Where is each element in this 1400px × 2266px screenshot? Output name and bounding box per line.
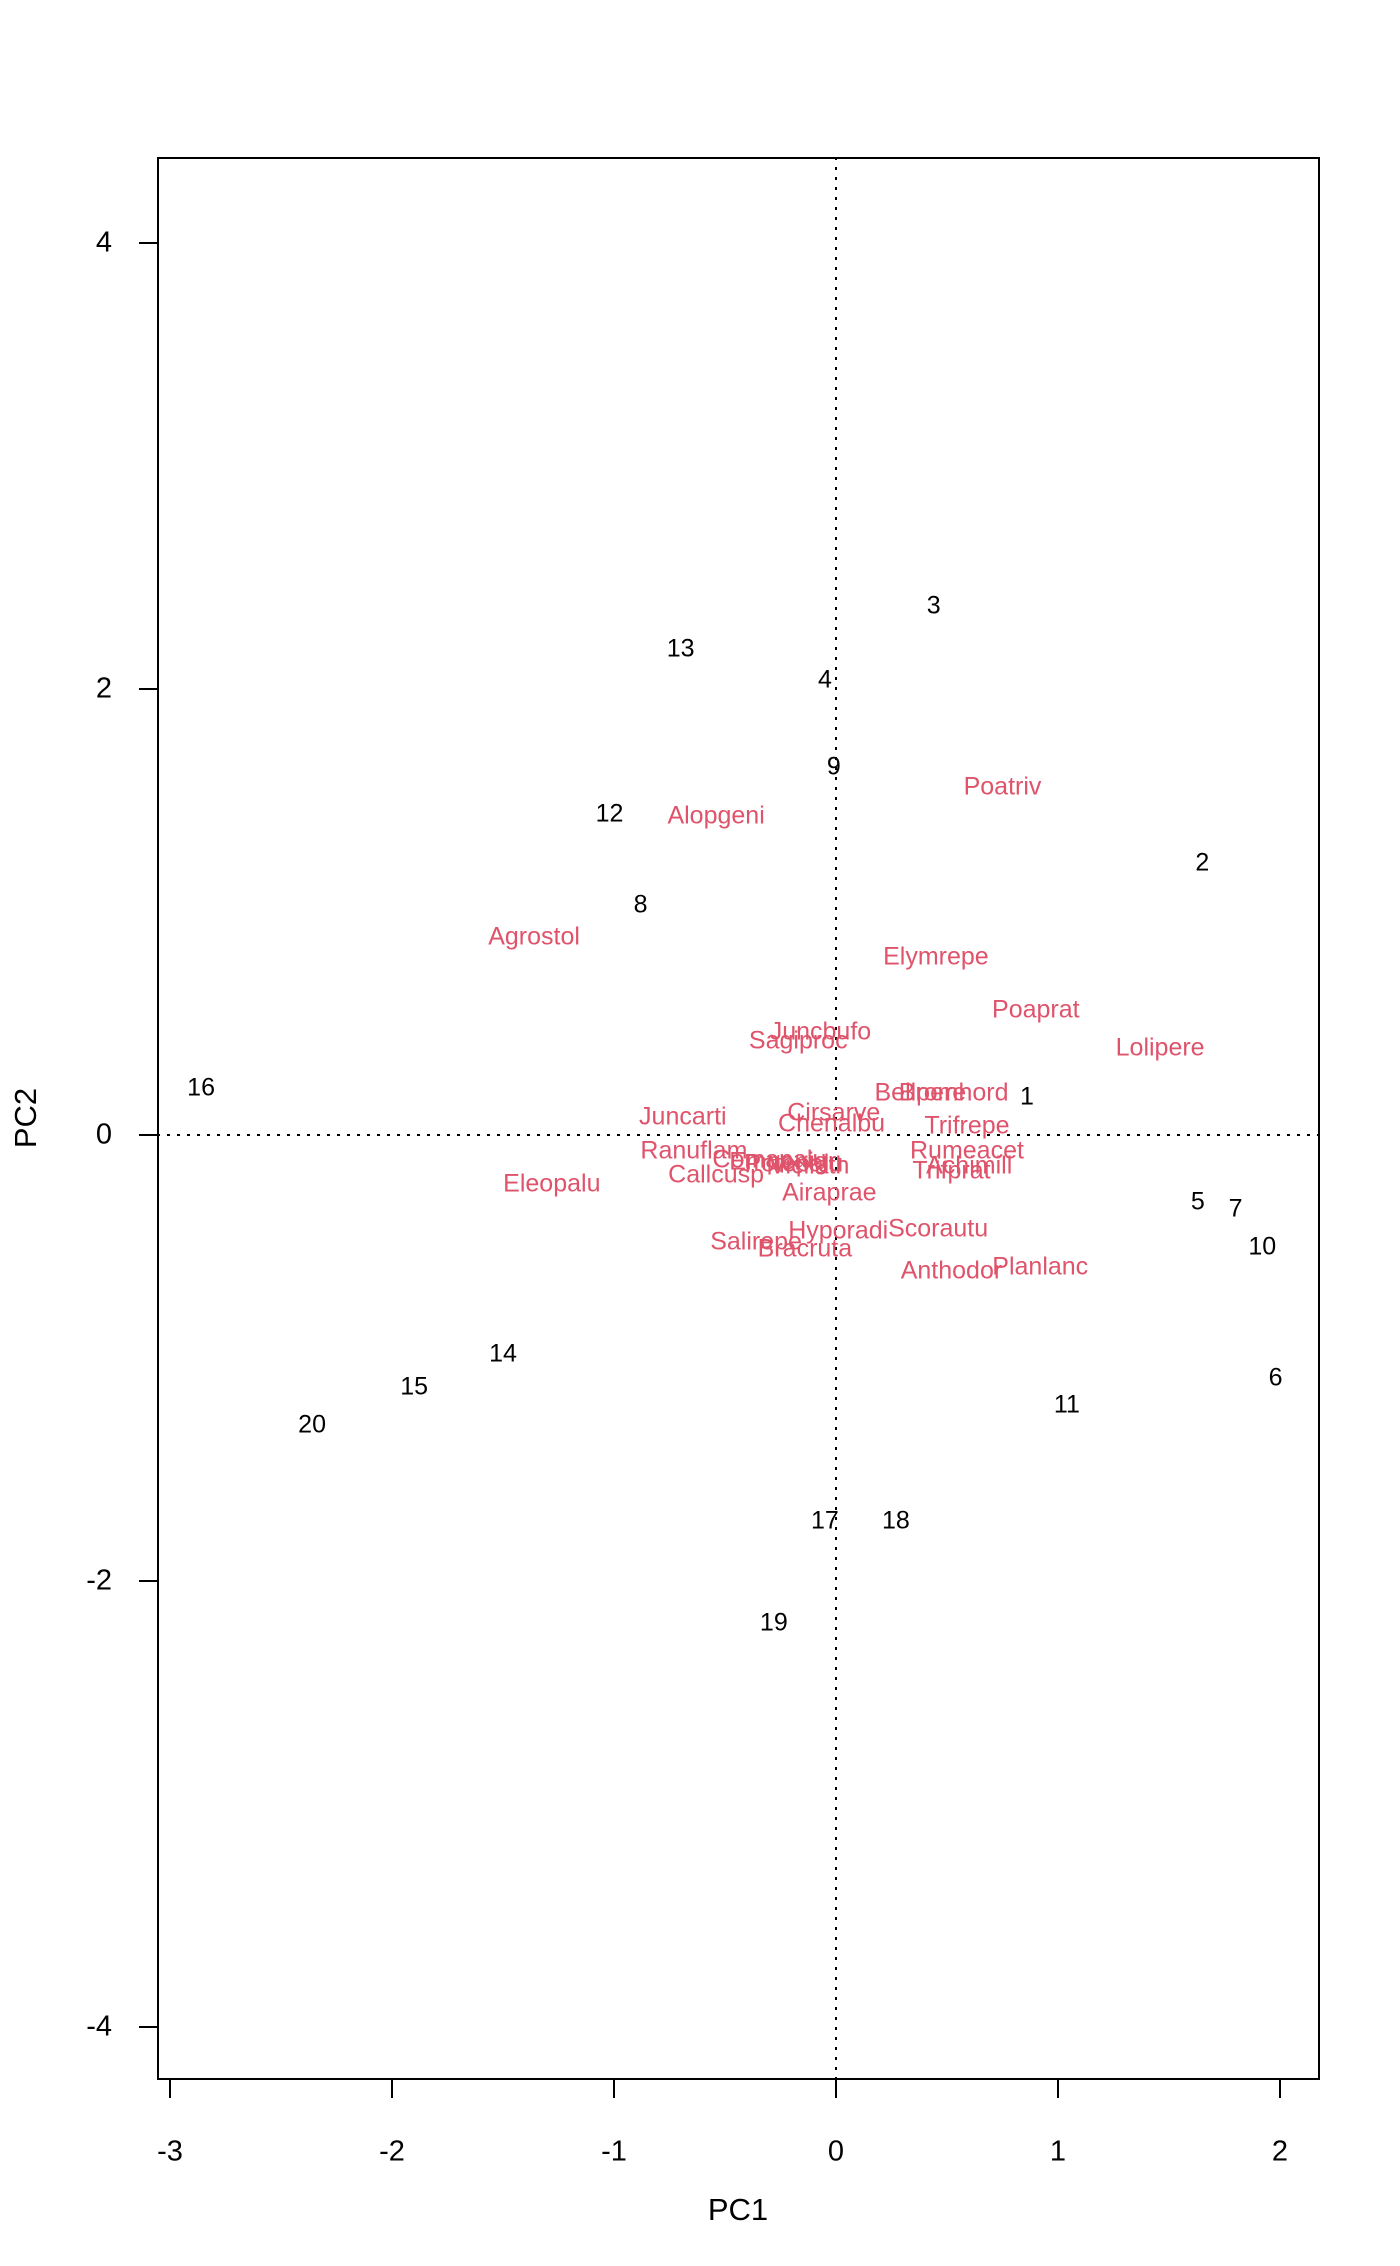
- species-label: Bromhord: [898, 1078, 1009, 1107]
- y-axis-tick-mark: [139, 1580, 157, 1582]
- x-axis-tick-mark: [613, 2080, 615, 2098]
- y-axis-tick-mark: [139, 688, 157, 690]
- species-label: Elymrepe: [883, 942, 989, 971]
- x-axis-tick-label: 0: [827, 2135, 845, 2168]
- reference-line-y0: [157, 1134, 1320, 1136]
- x-axis-tick-mark: [1057, 2080, 1059, 2098]
- species-label: Airaprae: [782, 1178, 877, 1207]
- x-axis-tick-mark: [1279, 2080, 1281, 2098]
- site-label: 12: [595, 799, 624, 828]
- site-label: 5: [1190, 1187, 1205, 1216]
- species-label: Scorautu: [888, 1214, 989, 1243]
- site-label: 18: [882, 1506, 910, 1535]
- species-label: Poaprat: [992, 995, 1080, 1024]
- species-label: Poatriv: [963, 772, 1042, 801]
- x-axis-tick-label: 2: [1271, 2135, 1289, 2168]
- species-label: Eleopalu: [503, 1169, 601, 1198]
- x-axis-tick-mark: [391, 2080, 393, 2098]
- species-label: Alopgeni: [667, 801, 765, 830]
- y-axis-tick-label: 2: [95, 672, 112, 705]
- y-axis-tick-label: -4: [86, 2010, 112, 2043]
- site-label: 11: [1053, 1390, 1080, 1419]
- site-label: 16: [187, 1073, 215, 1102]
- site-label: 6: [1268, 1363, 1283, 1392]
- site-label: 2: [1195, 848, 1210, 877]
- y-axis-title: PC2: [8, 1087, 43, 1149]
- site-label: 9: [826, 752, 841, 781]
- species-label: Bracruta: [757, 1234, 853, 1263]
- x-axis-tick-mark: [169, 2080, 171, 2098]
- species-label: Planlanc: [992, 1252, 1089, 1281]
- site-label: 1: [1019, 1082, 1034, 1111]
- species-label: Potepalu: [744, 1149, 844, 1178]
- site-label: 8: [633, 890, 648, 919]
- x-axis-tick-label: -3: [157, 2135, 183, 2168]
- species-label: Empenigr: [729, 1147, 837, 1176]
- y-axis-tick-label: 0: [95, 1118, 112, 1151]
- species-label: Hyporadi: [788, 1216, 889, 1245]
- x-axis-tick-label: 1: [1049, 2135, 1067, 2168]
- site-label: 10: [1248, 1232, 1277, 1260]
- y-axis-tick-mark: [139, 1134, 157, 1136]
- y-axis-tick-mark: [139, 242, 157, 244]
- reference-line-x0: [835, 157, 837, 2080]
- species-label: Achimill: [926, 1151, 1013, 1180]
- y-axis-tick-label: 4: [95, 226, 112, 259]
- species-label: Juncbufo: [769, 1017, 872, 1046]
- x-axis-tick-label: -1: [601, 2135, 627, 2168]
- species-label: Anthodor: [900, 1256, 1003, 1285]
- y-axis-tick-label: -2: [86, 1564, 112, 1597]
- species-label: Rumeacet: [909, 1136, 1024, 1165]
- site-label: 14: [489, 1339, 517, 1368]
- species-label: Chenalbu: [778, 1109, 886, 1138]
- plot-box-border: [157, 157, 1320, 2080]
- species-label: Juncarti: [639, 1102, 727, 1131]
- site-label: 15: [400, 1372, 429, 1401]
- species-label: Bellpere: [874, 1078, 967, 1107]
- species-label: Trifrepe: [924, 1111, 1010, 1140]
- species-label: Cirsarve: [787, 1098, 881, 1127]
- species-label: Comapalu: [712, 1145, 827, 1174]
- x-axis-title: PC1: [707, 2192, 769, 2227]
- species-label: Callcusp: [668, 1160, 765, 1189]
- species-label: Ranuflam: [640, 1136, 748, 1165]
- species-label: Agrostol: [488, 922, 580, 951]
- y-axis-tick-mark: [139, 2026, 157, 2028]
- site-label: 4: [817, 665, 832, 694]
- species-label: Sagiproc: [748, 1026, 848, 1055]
- site-label: 7: [1228, 1194, 1243, 1223]
- x-axis-tick-mark: [835, 2080, 837, 2098]
- site-label: 3: [926, 591, 941, 620]
- x-axis-tick-label: -2: [379, 2135, 405, 2168]
- site-label: 17: [810, 1506, 839, 1535]
- species-label: Vicilath: [769, 1151, 850, 1180]
- species-label: Salirepe: [710, 1227, 802, 1256]
- species-label: Trifprat: [912, 1156, 991, 1185]
- site-label: 20: [298, 1410, 326, 1439]
- site-label: 19: [759, 1608, 788, 1637]
- site-label: 13: [666, 634, 695, 663]
- species-label: Lolipere: [1115, 1033, 1205, 1062]
